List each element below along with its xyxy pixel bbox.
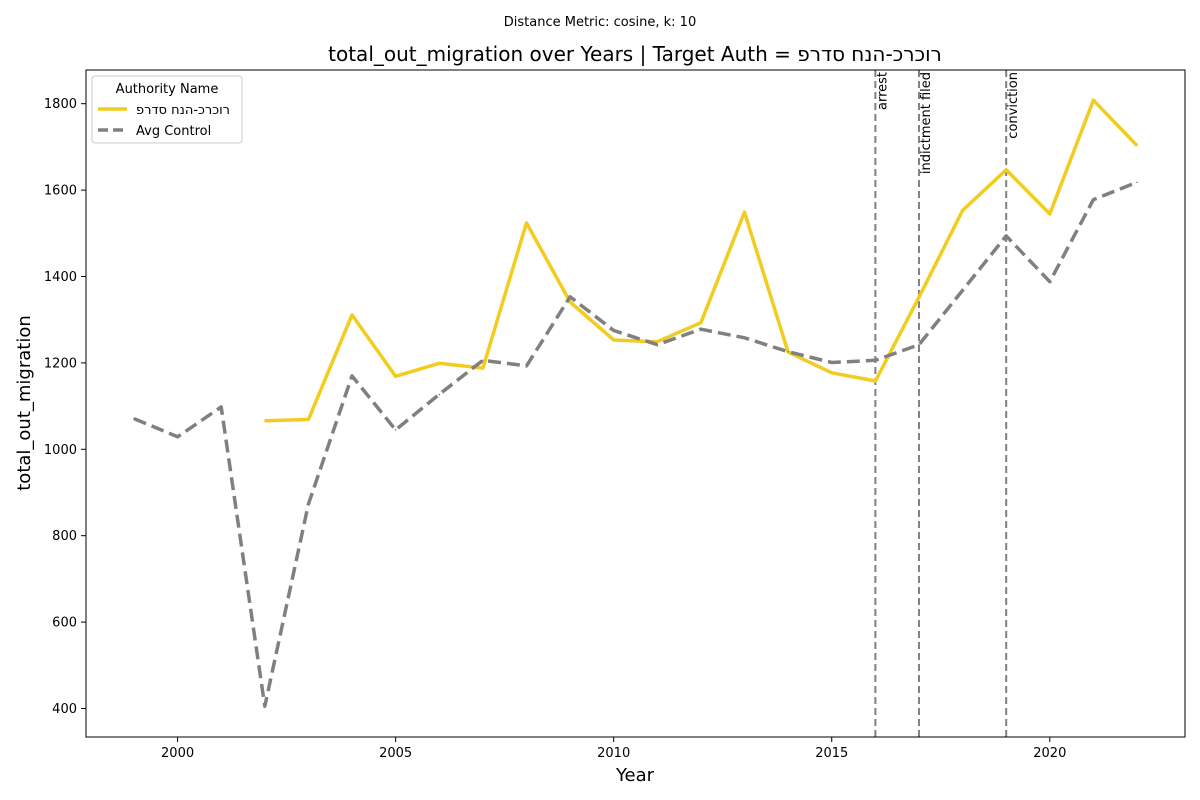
series-0-point — [264, 419, 266, 422]
series-0-point — [830, 372, 833, 374]
series-1-point — [307, 503, 310, 505]
event-label: indictment filed — [919, 72, 934, 174]
x-tick-label: 2020 — [1033, 746, 1066, 761]
series-0-point — [1005, 168, 1007, 171]
series-0-point — [482, 367, 484, 369]
series-1-point — [918, 343, 920, 346]
series-0-point — [1092, 99, 1095, 102]
series-line-1 — [133, 180, 1138, 709]
series-1-point — [612, 329, 615, 332]
y-axis-label: total_out_migration — [14, 315, 35, 491]
legend: Authority Name רוכרכ-הנח סדרפ Avg Contro… — [91, 75, 243, 144]
series-1-point — [830, 361, 833, 364]
chart-title: total_out_migration over Years | Target … — [328, 42, 942, 66]
y-tick-label: 1000 — [44, 443, 77, 458]
series-0-point — [569, 301, 571, 303]
series-1-point — [525, 365, 528, 367]
series-0-point — [961, 209, 964, 212]
legend-box — [91, 75, 243, 144]
series-1-point — [351, 375, 353, 377]
series-0-point — [351, 314, 353, 316]
series-0-point — [394, 375, 397, 378]
series-0-point — [743, 211, 746, 213]
series-1-point — [1005, 235, 1007, 237]
series-1-point — [787, 350, 789, 353]
legend-title: Authority Name — [116, 82, 219, 97]
event-markers: arrest indictment filed conviction — [874, 70, 1021, 737]
series-1-point — [264, 705, 266, 708]
y-axis-ticks: 400 600 800 1000 1200 1400 1600 1800 — [44, 97, 86, 717]
series-1-point — [1049, 280, 1051, 283]
series-0-point — [1049, 213, 1051, 215]
plot-area: arrest indictment filed conviction — [85, 69, 1186, 738]
x-axis-ticks: 2000 2005 2010 2015 2020 — [161, 737, 1066, 761]
series-1-point — [961, 289, 964, 292]
series-1-point — [482, 359, 484, 362]
x-tick-label: 2005 — [379, 746, 412, 761]
x-axis-label: Year — [615, 765, 655, 786]
x-tick-label: 2015 — [815, 746, 848, 761]
series-1-point — [874, 359, 877, 362]
series-0-point — [1136, 144, 1138, 147]
x-tick-label: 2000 — [161, 746, 194, 761]
y-tick-label: 400 — [52, 702, 77, 717]
series-1-point — [1136, 181, 1138, 184]
series-1-point — [656, 343, 659, 346]
series-1-point — [133, 417, 135, 420]
axes-frame — [85, 69, 1186, 738]
y-tick-label: 600 — [52, 616, 77, 631]
legend-label-target: רוכרכ-הנח סדרפ — [136, 103, 230, 118]
series-1-point — [700, 328, 702, 330]
series-0-point — [918, 296, 920, 299]
y-tick-label: 1800 — [44, 97, 77, 112]
y-tick-label: 800 — [52, 529, 77, 544]
series-1-point — [176, 435, 179, 438]
series-1-point — [438, 393, 441, 396]
series-lines — [133, 98, 1139, 709]
series-1-point — [1092, 198, 1095, 201]
y-tick-label: 1200 — [44, 356, 77, 371]
series-0-point — [307, 418, 310, 421]
series-1-point — [394, 429, 397, 431]
series-0-point — [612, 339, 615, 341]
series-1-point — [569, 295, 571, 298]
series-0-point — [700, 321, 702, 324]
y-tick-label: 1400 — [44, 270, 77, 285]
series-1-point — [743, 337, 746, 339]
x-tick-label: 2010 — [597, 746, 630, 761]
event-label: conviction — [1006, 72, 1021, 139]
series-0-point — [874, 380, 877, 382]
y-tick-label: 1600 — [44, 184, 77, 199]
series-0-point — [525, 222, 528, 224]
series-0-point — [656, 340, 659, 343]
series-0-point — [438, 362, 441, 365]
event-label: arrest — [875, 72, 890, 110]
series-1-point — [220, 406, 222, 408]
legend-label-control: Avg Control — [136, 124, 211, 139]
chart-suptitle: Distance Metric: cosine, k: 10 — [504, 15, 696, 30]
